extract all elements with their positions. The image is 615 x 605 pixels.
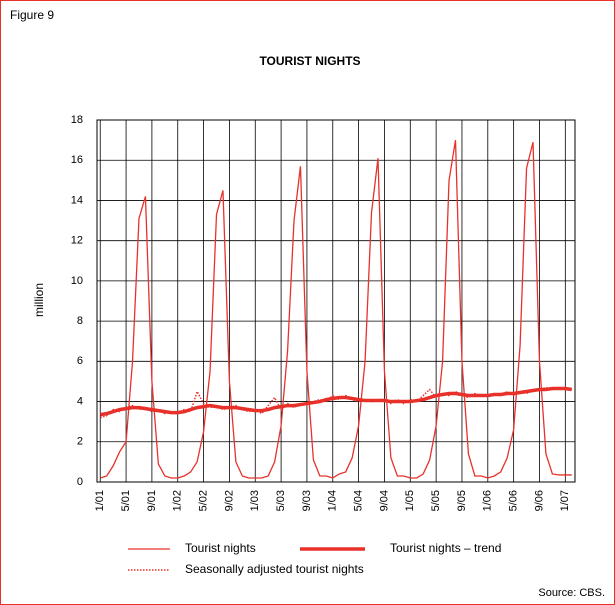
y-tick-label: 8 — [77, 315, 83, 327]
y-tick-label: 14 — [71, 194, 83, 206]
x-tick-label: 9/05 — [456, 490, 468, 511]
series-line — [100, 386, 572, 419]
x-tick-label: 1/03 — [249, 490, 261, 511]
y-tick-label: 16 — [71, 154, 83, 166]
x-tick-label: 5/01 — [120, 490, 132, 511]
source: Source: CBS. — [538, 587, 605, 599]
legend-label: Seasonally adjusted tourist nights — [185, 562, 364, 576]
x-tick-label: 1/06 — [482, 490, 494, 511]
legend-label: Tourist nights – trend — [390, 541, 501, 555]
legend-label: Tourist nights — [185, 541, 256, 555]
x-tick-label: 9/04 — [378, 490, 390, 511]
x-tick-label: 1/04 — [327, 490, 339, 511]
y-tick-label: 0 — [77, 476, 83, 488]
y-tick-label: 2 — [77, 436, 83, 448]
x-tick-label: 5/06 — [508, 490, 520, 511]
x-tick-label: 1/05 — [404, 490, 416, 511]
y-tick-label: 18 — [71, 114, 83, 126]
x-tick-label: 5/02 — [197, 490, 209, 511]
x-tick-label: 5/04 — [353, 490, 365, 511]
x-tick-label: 9/01 — [146, 490, 158, 511]
x-tick-label: 9/06 — [533, 490, 545, 511]
y-tick-label: 12 — [71, 235, 83, 247]
y-tick-label: 6 — [77, 355, 83, 367]
x-tick-label: 1/07 — [559, 490, 571, 511]
chart-title: TOURIST NIGHTS — [259, 54, 360, 68]
x-tick-label: 1/02 — [172, 490, 184, 511]
y-tick-label: 10 — [71, 275, 83, 287]
x-tick-label: 5/03 — [275, 490, 287, 511]
series-line — [100, 140, 572, 479]
x-tick-label: 1/01 — [94, 490, 106, 511]
figure-label: Figure 9 — [10, 8, 54, 22]
y-tick-label: 4 — [77, 395, 83, 407]
x-tick-label: 9/02 — [223, 490, 235, 511]
y-axis-label: million — [32, 283, 46, 317]
x-tick-label: 9/03 — [301, 490, 313, 511]
x-tick-label: 5/05 — [430, 490, 442, 511]
